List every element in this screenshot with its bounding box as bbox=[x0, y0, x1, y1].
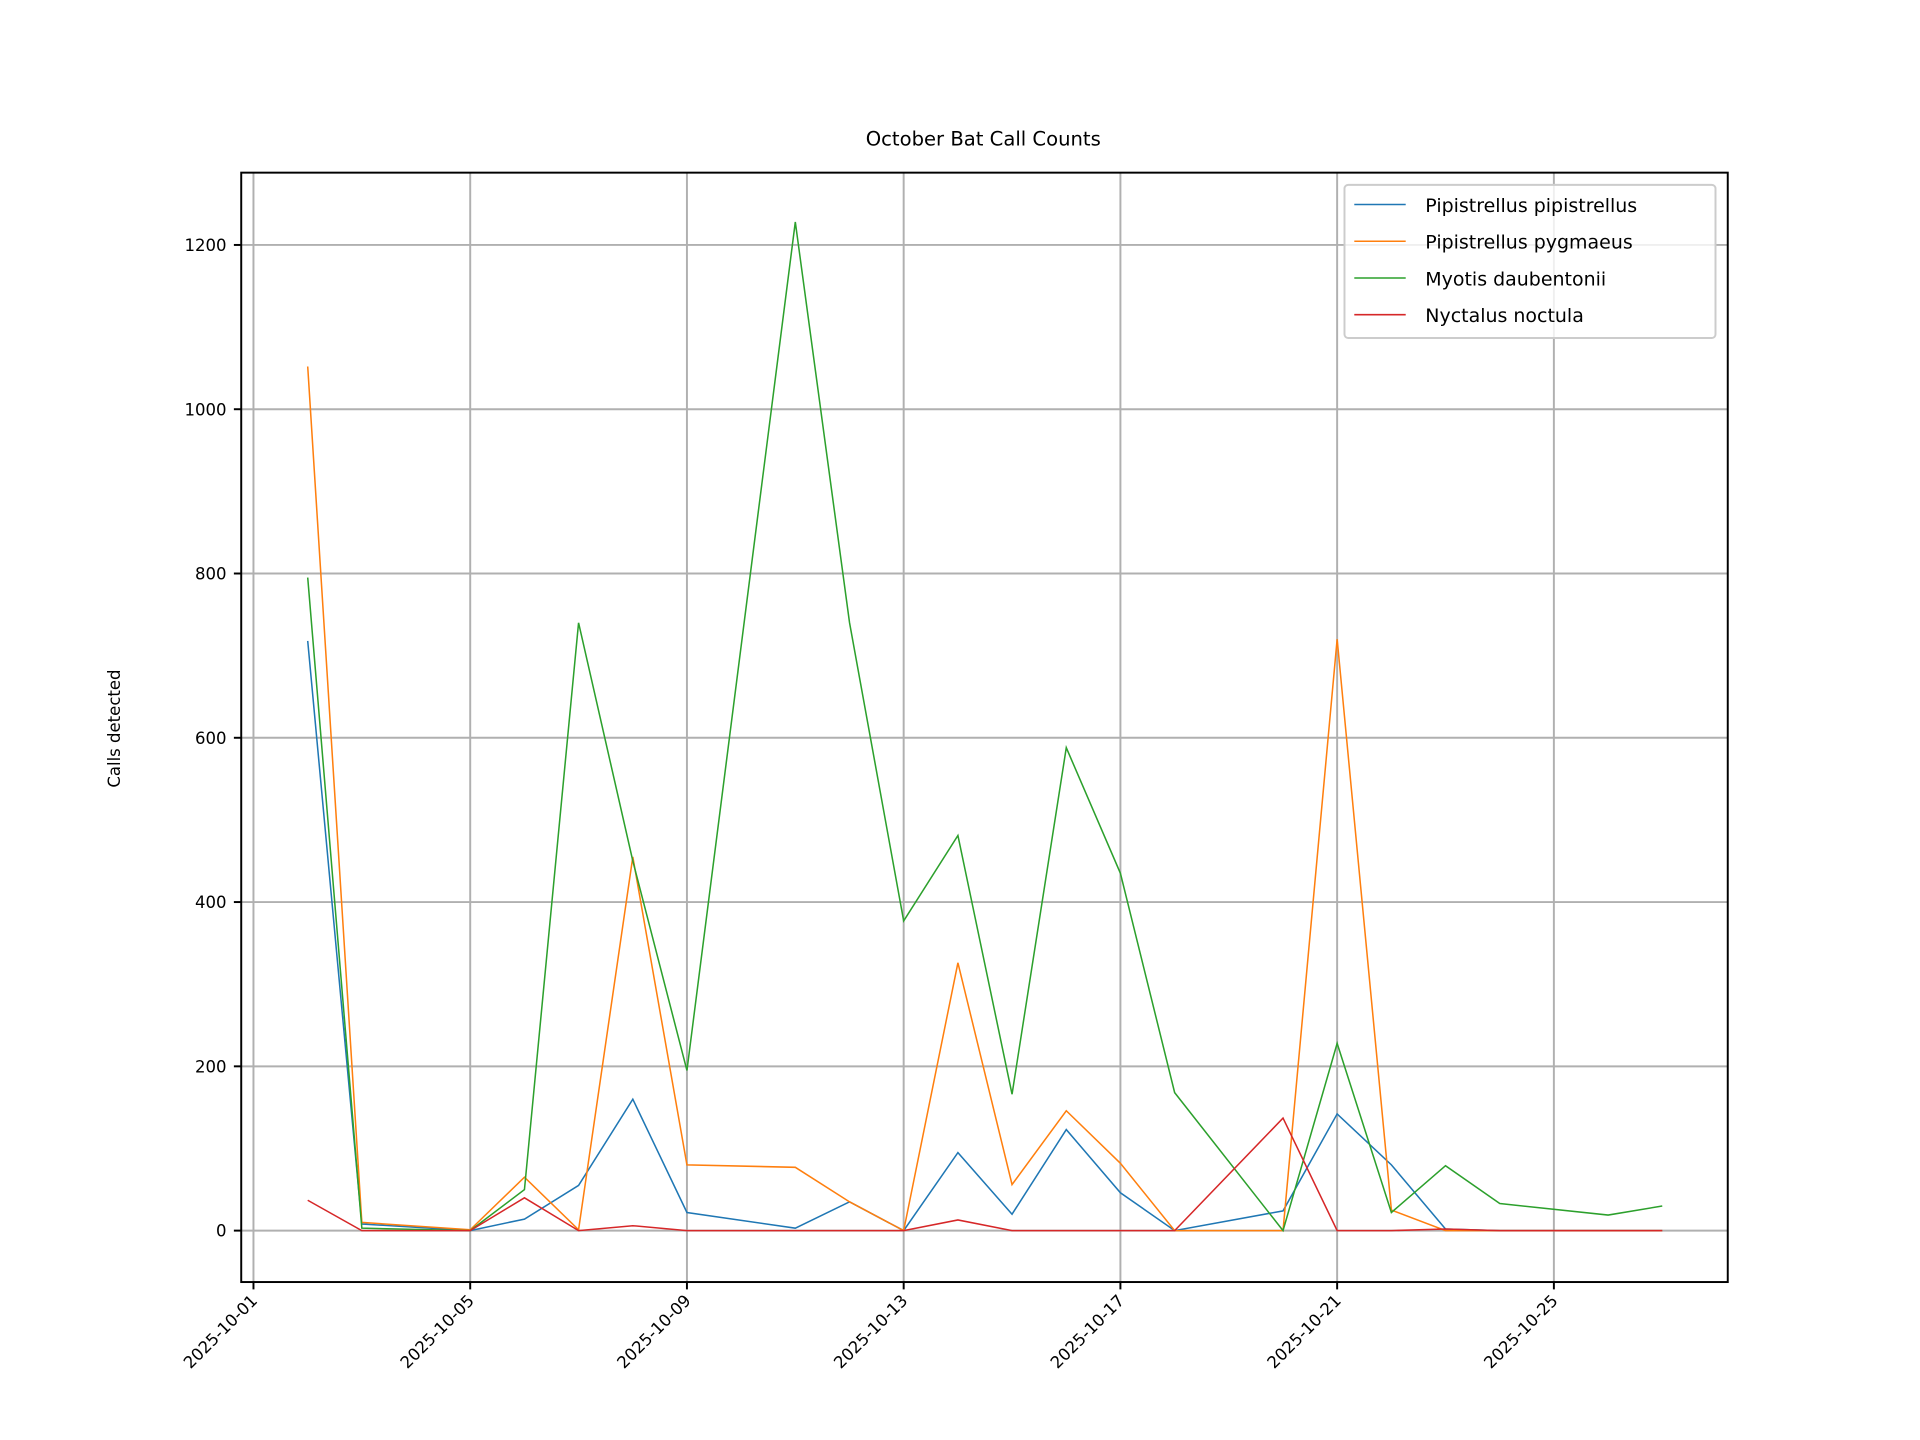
y-tick-label: 1000 bbox=[184, 400, 226, 419]
series-line-2 bbox=[306, 221, 1663, 1233]
x-tick-label: 2025-10-05 bbox=[397, 1291, 478, 1372]
grid bbox=[241, 172, 1728, 1283]
x-tick-label: 2025-10-01 bbox=[180, 1291, 261, 1372]
legend-label: Pipistrellus pipistrellus bbox=[1425, 195, 1637, 217]
x-tick-label: 2025-10-13 bbox=[830, 1291, 911, 1372]
legend-label: Myotis daubentonii bbox=[1425, 268, 1606, 290]
y-axis: 0 200 400 600 800 1000 1200 bbox=[184, 236, 242, 1241]
y-tick-label: 200 bbox=[195, 1057, 227, 1076]
x-tick-label: 2025-10-09 bbox=[613, 1291, 694, 1372]
x-axis: 2025-10-01 2025-10-05 2025-10-09 2025-10-13… bbox=[180, 1282, 1562, 1372]
y-axis-label: Calls detected bbox=[105, 669, 124, 787]
legend-label: Pipistrellus pygmaeus bbox=[1425, 232, 1632, 254]
x-tick-label: 2025-10-25 bbox=[1480, 1291, 1561, 1372]
series-lines bbox=[306, 221, 1663, 1233]
y-tick-label: 400 bbox=[195, 893, 227, 912]
series-line-3 bbox=[307, 1116, 1663, 1232]
y-tick-label: 0 bbox=[216, 1222, 227, 1241]
plot-frame bbox=[240, 171, 1729, 1284]
legend-box bbox=[1343, 183, 1717, 339]
chart-title: October Bat Call Counts bbox=[866, 128, 1101, 151]
y-tick-label: 1200 bbox=[184, 236, 226, 255]
y-tick-label: 600 bbox=[195, 729, 227, 748]
legend: Pipistrellus pipistrellus Pipistrellus py… bbox=[1343, 183, 1717, 339]
series-line-1 bbox=[306, 366, 1663, 1232]
y-tick-label: 800 bbox=[195, 565, 227, 584]
legend-label: Nyctalus noctula bbox=[1425, 305, 1584, 327]
x-tick-label: 2025-10-21 bbox=[1264, 1291, 1345, 1372]
series-line-0 bbox=[306, 640, 1663, 1232]
x-tick-label: 2025-10-17 bbox=[1047, 1291, 1128, 1372]
